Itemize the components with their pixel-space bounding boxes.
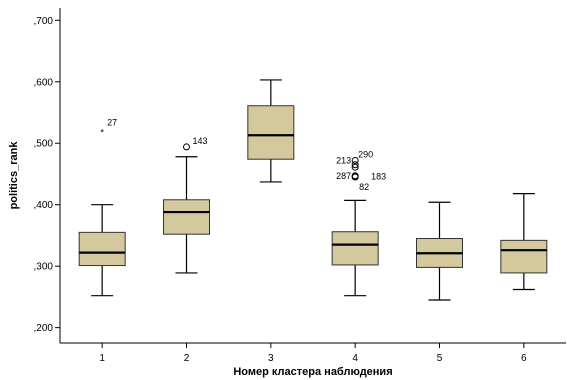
x-axis-ticks: 1 2 3 4 5 6 (99, 343, 527, 364)
x-axis-title: Номер кластера наблюдения (233, 366, 392, 378)
outlier-label: 213 (336, 155, 351, 165)
box-iqr (78, 231, 126, 267)
box-group-6 (500, 193, 548, 291)
outlier-label: 287 (336, 171, 351, 181)
outlier-marker (351, 161, 359, 169)
outlier-marker (351, 156, 359, 164)
box-iqr (331, 231, 379, 266)
box-iqr (500, 239, 548, 274)
plot-frame (59, 8, 566, 344)
y-tick-label: ,600 (34, 77, 54, 88)
box-group-5 (416, 201, 463, 301)
y-tick-label: ,200 (34, 323, 54, 334)
outlier-label: 82 (359, 182, 369, 192)
y-tick-label: ,700 (34, 16, 54, 27)
outlier-marker (183, 143, 190, 151)
outlier-label: 143 (193, 136, 208, 146)
outlier-label: 27 (107, 117, 117, 127)
outlier-label: 290 (358, 150, 373, 160)
x-tick-label: 6 (521, 353, 527, 364)
x-tick-label: 2 (184, 353, 190, 364)
extreme-outlier-marker: * (100, 127, 104, 137)
x-tick-label: 1 (99, 353, 105, 364)
y-tick-label: ,300 (34, 262, 54, 273)
y-tick-label: ,500 (34, 139, 54, 150)
y-tick-label: ,400 (34, 200, 54, 211)
box-iqr (247, 105, 295, 160)
x-tick-label: 4 (352, 353, 358, 364)
x-tick-label: 3 (268, 353, 274, 364)
box-group-3 (247, 79, 295, 183)
y-axis-title: politics_rank (8, 141, 20, 210)
box-group-2: 143 (163, 136, 210, 274)
outlier-marker (351, 163, 359, 171)
box-iqr (163, 199, 210, 235)
box-group-1: *27 (78, 117, 126, 297)
outlier-marker (351, 173, 359, 181)
outlier-label: 183 (371, 171, 386, 181)
x-tick-label: 5 (437, 353, 443, 364)
y-axis-ticks: ,200 ,300 ,400 ,500 ,600 ,700 (34, 16, 60, 334)
